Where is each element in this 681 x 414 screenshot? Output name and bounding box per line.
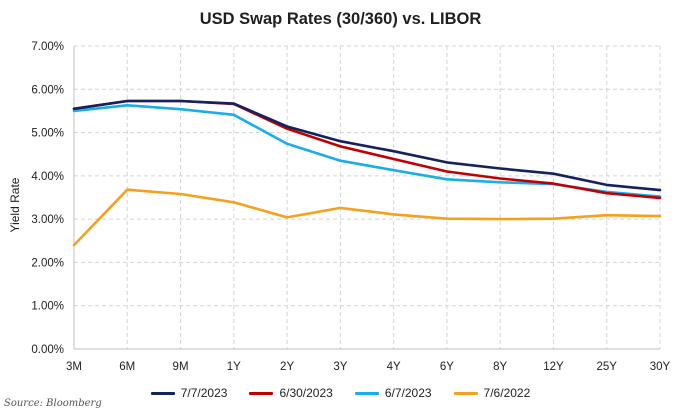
y-tick-label: 1.00%	[31, 301, 64, 313]
x-tick-label: 6Y	[440, 361, 454, 373]
series-line-6-7-2023	[72, 104, 662, 198]
legend-item: 7/6/2022	[453, 386, 531, 400]
source-note: Source: Bloomberg	[4, 398, 102, 409]
y-tick-label: 0.00%	[31, 344, 64, 356]
y-tick-label: 7.00%	[31, 41, 64, 53]
y-tick-label: 5.00%	[31, 128, 64, 140]
legend-swatch	[249, 391, 274, 395]
chart-title: USD Swap Rates (30/360) vs. LIBOR	[199, 10, 482, 28]
y-tick-label: 3.00%	[31, 214, 64, 226]
legend: 7/7/2023 6/30/2023 6/7/2023 7/6/2022	[0, 386, 681, 400]
x-tick-label: 30Y	[650, 361, 671, 373]
legend-label: 6/7/2023	[384, 386, 432, 400]
y-tick-label: 2.00%	[31, 257, 64, 269]
x-tick-label: 6M	[119, 361, 135, 373]
legend-item: 6/30/2023	[249, 386, 333, 400]
series-line-7-7-2023	[72, 99, 662, 192]
series-line-7-6-2022	[72, 188, 662, 247]
legend-label: 7/7/2023	[180, 386, 228, 400]
legend-label: 6/30/2023	[279, 386, 333, 400]
legend-item: 7/7/2023	[150, 386, 228, 400]
legend-swatch	[453, 391, 478, 395]
x-tick-label: 25Y	[596, 361, 617, 373]
series-line-6-30-2023	[72, 99, 662, 200]
x-tick-label: 3Y	[333, 361, 347, 373]
y-tick-label: 4.00%	[31, 171, 64, 183]
x-tick-label: 3M	[66, 361, 82, 373]
x-tick-label: 1Y	[227, 361, 241, 373]
x-tick-label: 12Y	[543, 361, 564, 373]
x-tick-label: 8Y	[493, 361, 507, 373]
x-tick-label: 4Y	[387, 361, 401, 373]
legend-swatch	[150, 391, 175, 395]
y-tick-label: 6.00%	[31, 84, 64, 96]
x-tick-label: 9M	[173, 361, 189, 373]
x-tick-label: 2Y	[280, 361, 294, 373]
legend-swatch	[354, 391, 379, 395]
legend-item: 6/7/2023	[354, 386, 432, 400]
legend-label: 7/6/2022	[483, 386, 531, 400]
